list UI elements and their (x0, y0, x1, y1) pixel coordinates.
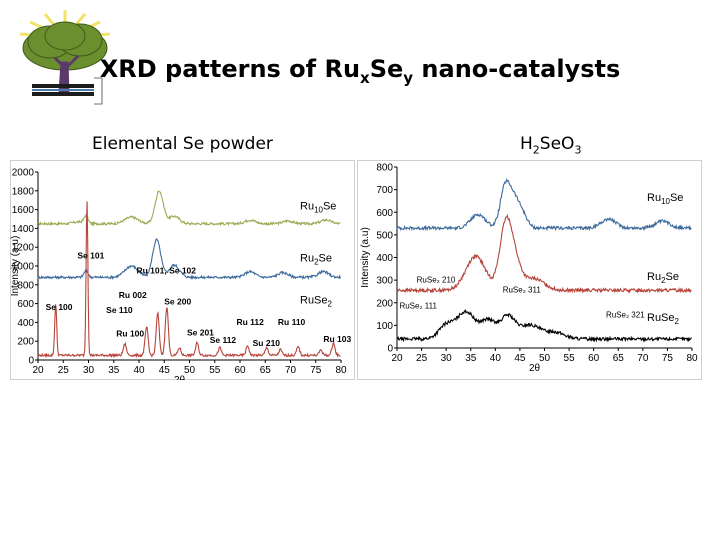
x-tick-label: 35 (465, 353, 477, 364)
x-tick-label: 60 (234, 365, 246, 376)
y-tick-label: 600 (376, 208, 393, 219)
tree-logo (19, 10, 111, 105)
y-tick-label: 400 (376, 253, 393, 264)
peak-annotation: Se 100 (46, 302, 73, 312)
peak-annotation: Ru 100 (116, 329, 144, 339)
tree-crown-icon (22, 21, 108, 71)
y-tick-label: 600 (17, 299, 34, 310)
x-tick-label: 40 (490, 353, 502, 364)
chart-frame (10, 160, 355, 380)
peak-annotation: Se 110 (106, 305, 133, 315)
series-line-black (396, 309, 692, 343)
left-panel-title: Elemental Se powder (92, 134, 273, 154)
xrd-chart-left: 20 25 30 35 40 45 50 55 60 65 70 75 8002004006008001… (10, 160, 355, 380)
series-label: RuSe2 (647, 312, 680, 326)
peak-annotation: Ru 112 (236, 317, 264, 327)
slide-title: XRD patterns of RuxSey nano-catalysts (99, 55, 621, 87)
peak-annotation: Su 210 (253, 338, 281, 348)
series-line-red (396, 213, 692, 294)
x-tick-label: 40 (133, 365, 145, 376)
y-tick-label: 100 (376, 321, 393, 332)
x-tick-label: 65 (260, 365, 272, 376)
peak-annotation: RuSe₂ 311 (503, 286, 542, 295)
peak-annotation: RuSe₂ 210 (417, 275, 456, 284)
x-tick-label: 70 (637, 353, 649, 364)
x-axis-title: 2θ (529, 363, 541, 374)
x-tick-label: 45 (159, 365, 171, 376)
x-tick-label: 70 (285, 365, 297, 376)
y-axis-title: Intensity (a.u) (360, 227, 371, 288)
y-tick-label: 2000 (12, 168, 35, 179)
y-tick-label: 1400 (12, 224, 35, 235)
x-tick-label: 25 (416, 353, 428, 364)
x-tick-label: 30 (83, 365, 95, 376)
y-tick-label: 1600 (12, 205, 35, 216)
series-label: Ru10Se (300, 201, 336, 215)
x-tick-label: 65 (613, 353, 625, 364)
y-tick-label: 1200 (12, 243, 35, 254)
x-tick-label: 45 (514, 353, 526, 364)
y-tick-label: 1000 (12, 262, 35, 273)
peak-annotation: Se 201 (187, 328, 214, 338)
series-line-red (37, 201, 341, 359)
x-tick-label: 55 (209, 365, 221, 376)
series-label: Ru2Se (647, 271, 679, 285)
x-tick-label: 50 (184, 365, 196, 376)
y-tick-label: 300 (376, 276, 393, 287)
x-tick-label: 20 (391, 353, 403, 364)
chart-frame (357, 160, 702, 380)
x-tick-label: 35 (108, 365, 120, 376)
x-tick-label: 75 (662, 353, 674, 364)
x-tick-label: 25 (58, 365, 70, 376)
x-tick-label: 30 (441, 353, 453, 364)
y-tick-label: 1800 (12, 186, 35, 197)
y-axis-title: Intensity (a.u) (10, 236, 21, 297)
x-tick-label: 80 (686, 353, 698, 364)
y-tick-label: 200 (376, 298, 393, 309)
x-tick-label: 80 (335, 365, 347, 376)
x-axis-title: 2θ (174, 375, 186, 380)
series-line-blue (396, 178, 692, 232)
y-tick-label: 400 (17, 318, 34, 329)
series-line-green (37, 190, 341, 227)
peak-annotation: Ru 101, Se 102 (136, 266, 196, 276)
peak-annotation: Se 101 (77, 250, 104, 260)
x-tick-label: 50 (539, 353, 551, 364)
x-tick-label: 60 (588, 353, 600, 364)
x-tick-label: 75 (310, 365, 322, 376)
x-tick-label: 55 (564, 353, 576, 364)
peak-annotation: RuSe₂ 111 (399, 301, 437, 310)
y-tick-label: 700 (376, 185, 393, 196)
peak-annotation: Ru 103 (323, 334, 351, 344)
y-tick-label: 500 (376, 230, 393, 241)
base-bar-icon (32, 84, 94, 88)
peak-annotation: Se 112 (210, 335, 237, 345)
y-tick-label: 800 (376, 163, 393, 174)
series-label: Ru2Se (300, 252, 332, 266)
series-label: RuSe2 (300, 295, 333, 309)
y-tick-label: 200 (17, 337, 34, 348)
peak-annotation: Ru 110 (278, 317, 306, 327)
peak-annotation: Se 200 (164, 297, 191, 307)
x-tick-label: 20 (32, 365, 44, 376)
xrd-chart-right: 20 25 30 35 40 45 50 55 60 65 70 75 8001002003004005… (357, 160, 702, 380)
series-label: Ru10Se (647, 192, 683, 206)
y-tick-label: 800 (17, 280, 34, 291)
peak-annotation: RuSe₂ 321 (606, 310, 645, 319)
base-bar-icon-2 (32, 92, 94, 96)
y-tick-label: 0 (387, 344, 393, 355)
peak-annotation: Ru 002 (119, 290, 147, 300)
y-tick-label: 0 (28, 356, 34, 367)
right-panel-title: H2SeO3 (520, 134, 582, 157)
